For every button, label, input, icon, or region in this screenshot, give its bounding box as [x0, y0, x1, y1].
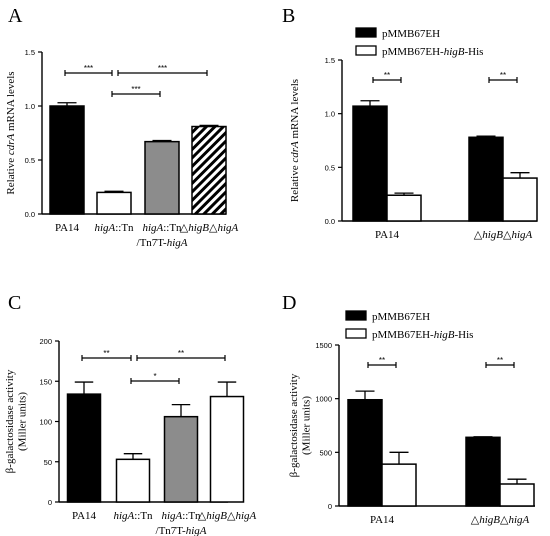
bar	[115, 458, 151, 503]
legend-label: pMMB67EH-higB-His	[382, 46, 483, 58]
x-tick-label: △higB△higA	[474, 229, 533, 241]
x-tick-label: PA14	[55, 222, 80, 234]
y-tick-label: 50	[44, 458, 52, 467]
bar	[347, 398, 383, 507]
x-tick-label: △higB△higA	[471, 514, 530, 526]
bar	[163, 415, 199, 503]
y-tick-label: 0.0	[25, 210, 35, 219]
x-tick-label: PA14	[370, 514, 395, 526]
y-tick-label: 100	[39, 418, 52, 427]
legend-swatch	[355, 45, 377, 56]
y-tick-label: 1000	[315, 395, 332, 404]
x-tick-label: higA::Tn	[94, 222, 134, 234]
legend-swatch	[345, 328, 367, 339]
panel-letter: A	[8, 5, 23, 27]
y-axis-label: β-galactosidase activity(Miller units)	[4, 369, 29, 473]
significance-label: **	[103, 349, 109, 358]
panel-a: A 0.0 0.5 1.0 1.5 Relative cdrA mRNA levels PA…	[5, 5, 239, 249]
panel-c: C 0 50 100 150 200 β-galactosidase activity(Mi…	[4, 292, 257, 536]
legend-label: pMMB67EH	[372, 311, 430, 323]
bar	[381, 463, 417, 507]
bar	[144, 140, 180, 215]
significance-label: ***	[84, 64, 93, 73]
y-tick-label: 0	[48, 498, 52, 507]
x-tick-label: PA14	[72, 510, 97, 522]
significance-label: **	[379, 356, 385, 365]
significance-label: **	[500, 71, 506, 80]
y-tick-label: 500	[319, 448, 332, 457]
bar	[468, 136, 504, 222]
bar	[352, 105, 388, 222]
bar	[502, 177, 538, 222]
bar	[49, 105, 85, 215]
y-tick-label: 1.0	[25, 102, 35, 111]
y-tick-label: 1.5	[325, 56, 335, 65]
panel-letter: D	[282, 292, 296, 314]
panel-letter: C	[8, 292, 21, 314]
x-tick-label: PA14	[375, 229, 400, 241]
x-tick-label: △higB△higA	[198, 510, 257, 522]
y-tick-label: 1.0	[325, 110, 335, 119]
legend-label: pMMB67EH-higB-His	[372, 329, 473, 341]
panel-b: B 0.0 0.5 1.0 1.5 Relative cdrA mRNA levels PA…	[282, 5, 538, 241]
y-tick-label: 0.5	[325, 163, 335, 172]
significance-label: **	[497, 356, 503, 365]
significance-label: ***	[158, 64, 167, 73]
significance-label: ***	[131, 85, 140, 94]
y-tick-label: 150	[39, 377, 52, 386]
y-tick-label: 1.5	[25, 48, 35, 57]
y-tick-label: 1500	[315, 341, 332, 350]
panel-d: D 0 500 1000 1500 β-galactosidase activity(Mi…	[282, 292, 535, 526]
bar	[209, 395, 245, 503]
bar	[499, 483, 535, 507]
x-tick-label: higA::Tn	[142, 222, 182, 234]
y-tick-label: 0.0	[325, 217, 335, 226]
x-tick-label: higA::Tn	[161, 510, 201, 522]
panel-letter: B	[282, 5, 295, 27]
bar	[66, 393, 102, 503]
legend-label: pMMB67EH	[382, 28, 440, 40]
y-axis-label: β-galactosidase activity(Miller units)	[288, 373, 313, 477]
significance-label: **	[178, 349, 184, 358]
x-tick-label: △higB△higA	[180, 222, 239, 234]
legend-swatch	[355, 27, 377, 38]
bar	[386, 194, 422, 222]
bar	[191, 125, 227, 215]
bar	[96, 191, 132, 215]
x-tick-label: higA::Tn	[113, 510, 153, 522]
y-axis-label: Relative cdrA mRNA levels	[289, 79, 301, 202]
significance-label: **	[384, 71, 390, 80]
significance-label: *	[153, 372, 156, 381]
x-tick-label: /Tn7T-higA	[137, 237, 188, 249]
y-tick-label: 0	[328, 502, 332, 511]
legend-swatch	[345, 310, 367, 321]
y-axis-label: Relative cdrA mRNA levels	[5, 71, 17, 194]
x-tick-label: /Tn7T-higA	[156, 525, 207, 536]
y-tick-label: 200	[39, 337, 52, 346]
bar	[465, 436, 501, 507]
y-tick-label: 0.5	[25, 156, 35, 165]
